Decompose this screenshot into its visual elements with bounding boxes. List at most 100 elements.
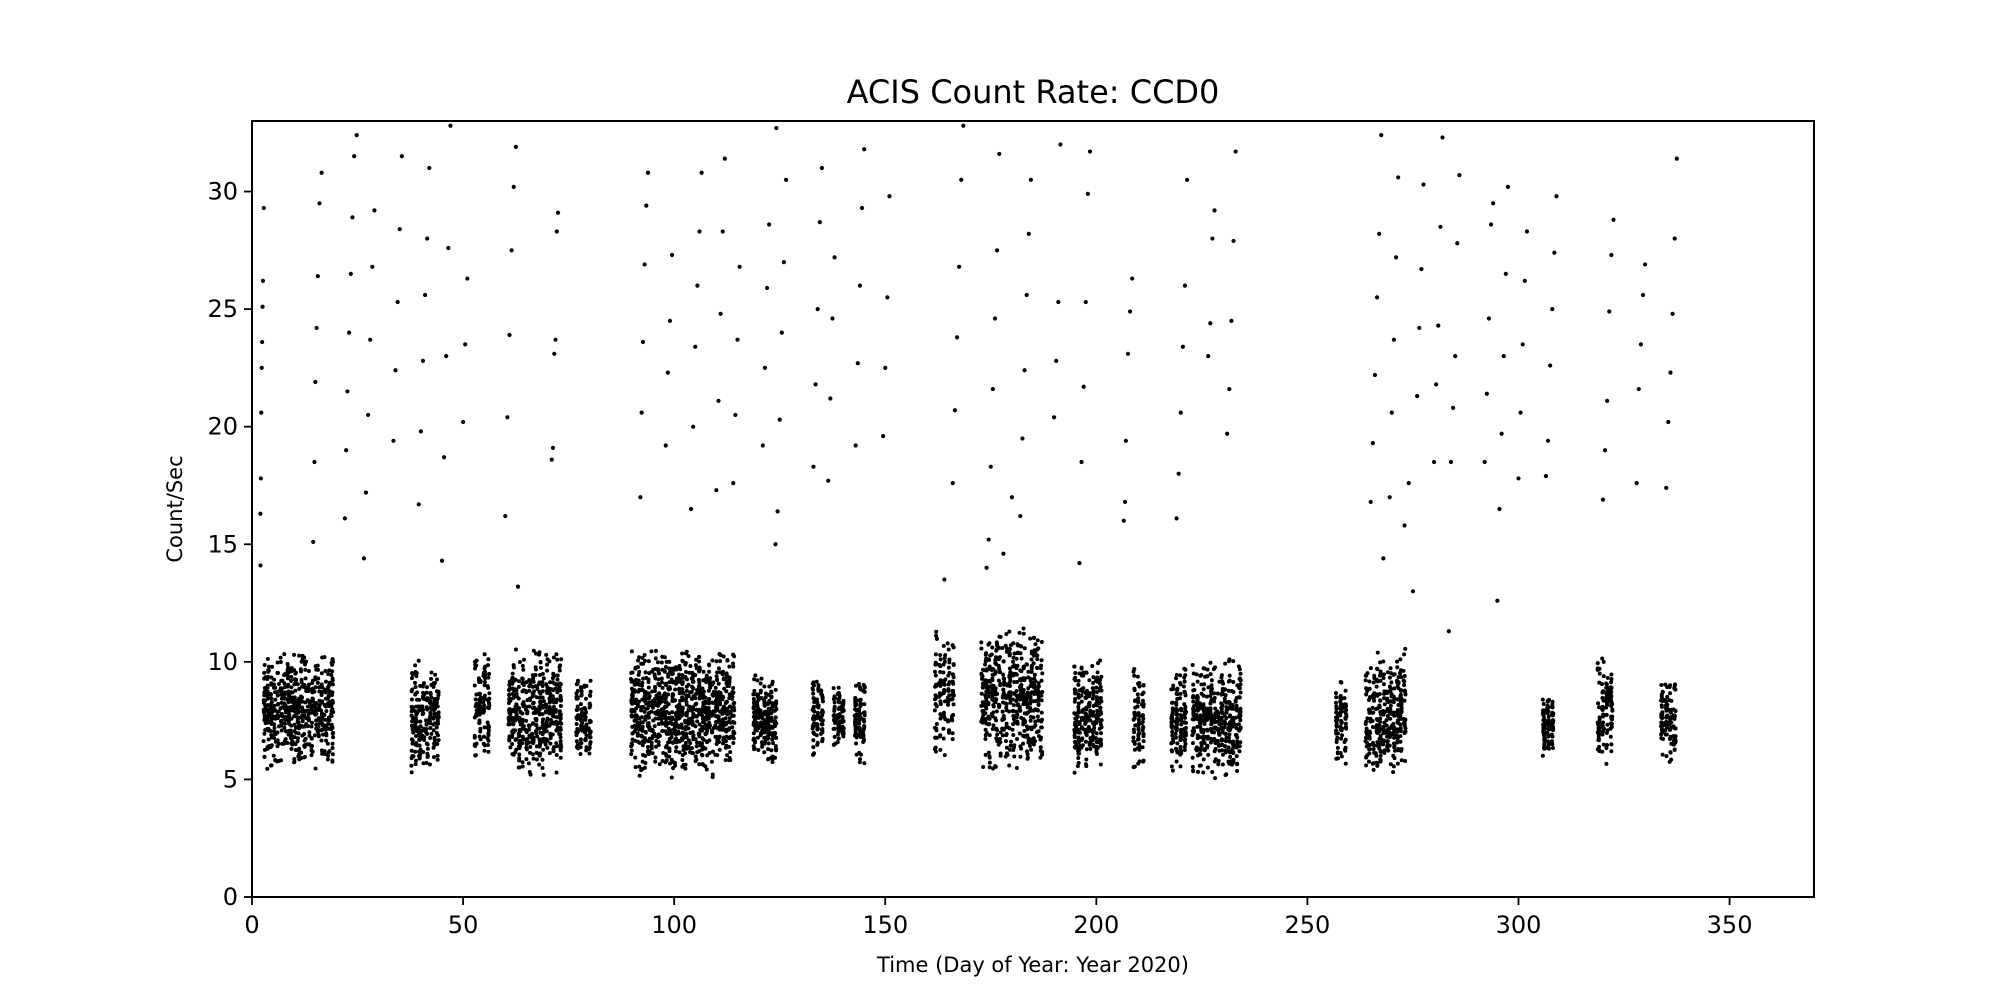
data-point [667, 749, 672, 754]
data-point [659, 676, 664, 681]
data-point [995, 728, 1000, 733]
data-point [588, 740, 593, 745]
data-point [427, 716, 432, 721]
data-point [769, 715, 774, 720]
data-point [517, 765, 522, 770]
data-point [1209, 678, 1214, 683]
data-point [763, 691, 768, 696]
data-point [659, 716, 664, 721]
data-point [1394, 697, 1399, 702]
data-point [1033, 719, 1038, 724]
data-point [411, 730, 416, 735]
data-point [372, 208, 377, 213]
data-point [667, 754, 672, 759]
data-point [1135, 746, 1140, 751]
data-point [1029, 669, 1034, 674]
data-point [640, 655, 645, 660]
data-point [1230, 715, 1235, 720]
data-point [441, 455, 447, 460]
data-point [1035, 666, 1040, 671]
data-point [487, 691, 492, 696]
data-point [1398, 722, 1403, 727]
data-point [663, 729, 668, 734]
data-point [1334, 737, 1339, 742]
data-point [1202, 720, 1207, 725]
data-point [1198, 673, 1203, 678]
data-point [1230, 703, 1235, 708]
data-point [979, 691, 984, 696]
data-point [946, 665, 951, 670]
data-point [1169, 720, 1174, 725]
data-point [643, 760, 648, 765]
data-point [1025, 752, 1030, 757]
data-point [667, 318, 673, 323]
data-point [762, 720, 767, 725]
data-point [285, 684, 290, 689]
data-point [756, 694, 761, 699]
data-point [1194, 715, 1199, 720]
data-point [270, 710, 275, 715]
data-point [486, 685, 491, 690]
data-point [313, 711, 318, 716]
data-point [652, 724, 657, 729]
data-point [1004, 733, 1009, 738]
data-point [710, 658, 715, 663]
data-point [1382, 691, 1387, 696]
data-point [508, 745, 513, 750]
data-point [1190, 717, 1195, 722]
data-point [708, 723, 713, 728]
data-point [1364, 744, 1369, 749]
data-point [1201, 693, 1206, 698]
data-point [703, 705, 708, 710]
data-point [954, 335, 960, 340]
data-point [669, 775, 674, 780]
data-point [832, 734, 837, 739]
data-point [1178, 713, 1183, 718]
data-point [1007, 683, 1012, 688]
data-point [669, 757, 674, 762]
data-point [326, 672, 331, 677]
data-point [553, 709, 558, 714]
data-point [1222, 744, 1227, 749]
data-point [524, 718, 529, 723]
data-point [285, 667, 290, 672]
data-point [720, 741, 725, 746]
data-point [731, 740, 736, 745]
data-point [716, 735, 721, 740]
data-point [1031, 636, 1036, 641]
data-point [717, 725, 722, 730]
data-point [558, 663, 563, 668]
data-point [1455, 241, 1460, 246]
data-point [639, 720, 644, 725]
data-point [1398, 729, 1403, 734]
data-point [1174, 728, 1179, 733]
data-point [534, 757, 539, 762]
data-point [697, 722, 702, 727]
data-point [861, 738, 866, 743]
data-point [633, 717, 638, 722]
data-point [551, 655, 556, 660]
data-point [1178, 734, 1183, 739]
data-point [554, 770, 559, 775]
data-point [1021, 626, 1026, 631]
data-point [435, 696, 440, 701]
data-point [1194, 747, 1199, 752]
data-point [718, 700, 723, 705]
data-point [510, 686, 515, 691]
data-point [646, 721, 651, 726]
data-point [409, 713, 414, 718]
data-point [1227, 386, 1232, 392]
data-point [531, 648, 536, 653]
data-point [762, 730, 767, 735]
data-point [1039, 640, 1044, 645]
data-point [1091, 675, 1096, 680]
data-point [1208, 672, 1213, 677]
data-point [1605, 398, 1610, 403]
data-point [642, 709, 647, 714]
data-point [983, 733, 988, 738]
data-point [1083, 691, 1088, 696]
data-point [313, 766, 318, 771]
data-point [1389, 410, 1394, 415]
data-point [1202, 711, 1207, 716]
data-point [299, 750, 304, 755]
